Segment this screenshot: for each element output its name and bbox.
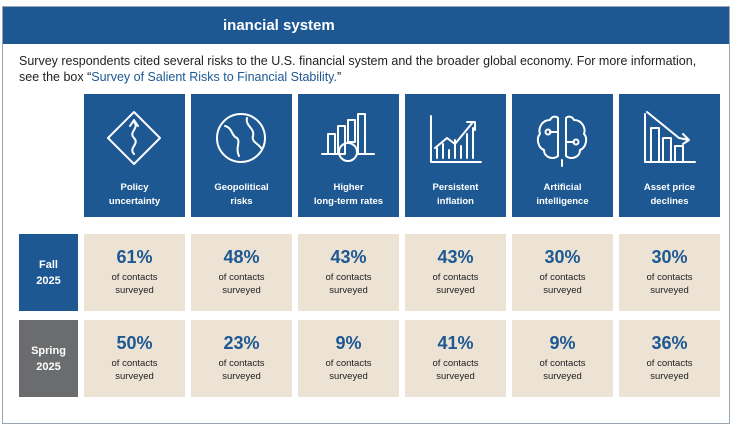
title-bar: inancial system	[3, 7, 729, 44]
cell: 23% of contacts surveyed	[191, 320, 292, 397]
value: 41%	[437, 333, 474, 353]
icon	[644, 111, 696, 163]
icon	[536, 115, 588, 167]
column-header: Artificial intelligence	[512, 94, 613, 217]
intro-link[interactable]: Survey of Salient Risks to Financial Sta…	[91, 70, 337, 84]
icon	[107, 111, 161, 165]
cell: 9% of contacts surveyed	[298, 320, 399, 397]
intro-text: Survey respondents cited several risks t…	[19, 54, 697, 84]
value: 43%	[437, 247, 474, 267]
value: 43%	[330, 247, 367, 267]
column-label: Persistent inflation	[432, 182, 479, 207]
cell-note: of contacts surveyed	[432, 272, 479, 296]
value: 61%	[116, 247, 153, 267]
column-header: Asset price declines	[619, 94, 720, 217]
intro: Survey respondents cited several risks t…	[19, 53, 709, 85]
icon	[216, 113, 266, 163]
cell: 43% of contacts surveyed	[298, 234, 399, 311]
column-header: Geopolitical risks	[191, 94, 292, 217]
column-label: Artificial intelligence	[536, 182, 589, 207]
cell-note: of contacts surveyed	[218, 272, 265, 296]
column-header: Higher long-term rates	[298, 94, 399, 217]
cell-note: of contacts surveyed	[218, 358, 265, 382]
value: 36%	[651, 333, 688, 353]
cell-note: of contacts surveyed	[646, 272, 693, 296]
column-header: Policy uncertainty	[84, 94, 185, 217]
cell-note: of contacts surveyed	[325, 358, 372, 382]
cell-note: of contacts surveyed	[432, 358, 479, 382]
column-label: Geopolitical risks	[214, 182, 269, 207]
value: 50%	[116, 333, 153, 353]
cell: 41% of contacts surveyed	[405, 320, 506, 397]
cell-note: of contacts surveyed	[111, 272, 158, 296]
cell: 50% of contacts surveyed	[84, 320, 185, 397]
icon	[321, 113, 375, 162]
cell: 36% of contacts surveyed	[619, 320, 720, 397]
column-label: Higher long-term rates	[313, 182, 384, 207]
cell-note: of contacts surveyed	[325, 272, 372, 296]
cell: 30% of contacts surveyed	[619, 234, 720, 311]
cell-note: of contacts surveyed	[646, 358, 693, 382]
value: 30%	[544, 247, 581, 267]
icon	[430, 115, 482, 163]
value: 23%	[223, 333, 260, 353]
cell-note: of contacts surveyed	[539, 272, 586, 296]
cell: 43% of contacts surveyed	[405, 234, 506, 311]
title: inancial system	[223, 17, 335, 34]
column-label: Asset price declines	[643, 182, 696, 207]
row-label: Fall 2025	[19, 234, 78, 311]
cell-note: of contacts surveyed	[539, 358, 586, 382]
value: 9%	[335, 333, 362, 353]
cell: 48% of contacts surveyed	[191, 234, 292, 311]
cell: 30% of contacts surveyed	[512, 234, 613, 311]
cell: 61% of contacts surveyed	[84, 234, 185, 311]
intro-end: ”	[336, 70, 342, 84]
cell-note: of contacts surveyed	[111, 358, 158, 382]
frame	[2, 6, 730, 424]
value: 30%	[651, 247, 688, 267]
cell: 9% of contacts surveyed	[512, 320, 613, 397]
value: 48%	[223, 247, 260, 267]
row-label: Spring 2025	[19, 320, 78, 397]
value: 9%	[549, 333, 576, 353]
column-label: Policy uncertainty	[108, 182, 161, 207]
column-header: Persistent inflation	[405, 94, 506, 217]
